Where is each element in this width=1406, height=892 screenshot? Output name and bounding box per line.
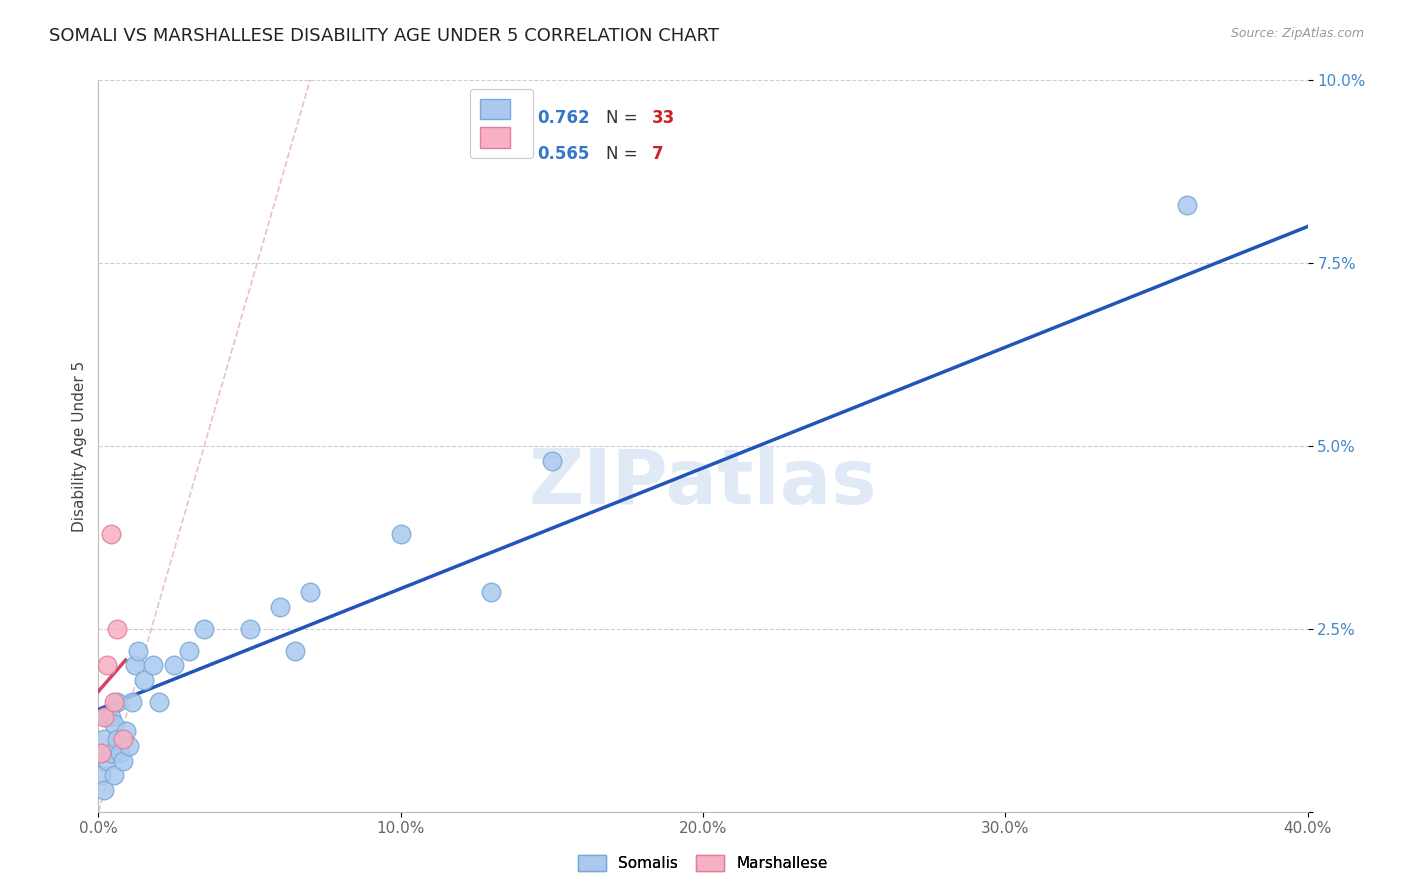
Text: 0.762: 0.762 — [537, 109, 591, 127]
Point — [105, 695, 128, 709]
Point — [481, 585, 503, 599]
Text: R =: R = — [492, 109, 527, 127]
Text: Source: ZipAtlas.com: Source: ZipAtlas.com — [1230, 27, 1364, 40]
Text: ZIPatlas: ZIPatlas — [529, 446, 877, 519]
Point — [121, 695, 143, 709]
Point — [540, 453, 562, 467]
Point — [100, 526, 122, 541]
Point — [269, 599, 291, 614]
Text: SOMALI VS MARSHALLESE DISABILITY AGE UNDER 5 CORRELATION CHART: SOMALI VS MARSHALLESE DISABILITY AGE UND… — [49, 27, 720, 45]
Point — [193, 622, 215, 636]
Point — [90, 768, 112, 782]
Point — [239, 622, 262, 636]
Point — [163, 658, 186, 673]
Point — [111, 731, 134, 746]
Point — [103, 717, 125, 731]
Point — [114, 724, 136, 739]
Point — [90, 746, 112, 760]
Point — [148, 695, 170, 709]
Point — [389, 526, 412, 541]
Point — [103, 768, 125, 782]
Text: N =: N = — [606, 109, 643, 127]
Point — [100, 709, 122, 723]
Point — [1175, 197, 1198, 211]
Point — [105, 622, 128, 636]
Y-axis label: Disability Age Under 5: Disability Age Under 5 — [72, 360, 87, 532]
Text: N =: N = — [606, 145, 643, 162]
Point — [142, 658, 165, 673]
Point — [124, 658, 146, 673]
Point — [108, 746, 131, 760]
Point — [111, 754, 134, 768]
Point — [105, 731, 128, 746]
Point — [96, 658, 118, 673]
Point — [93, 731, 115, 746]
Point — [179, 644, 201, 658]
Point — [132, 673, 155, 687]
Text: 7: 7 — [652, 145, 664, 162]
Point — [93, 709, 115, 723]
Point — [90, 746, 112, 760]
Point — [118, 739, 141, 753]
Text: 0.565: 0.565 — [537, 145, 589, 162]
Point — [127, 644, 149, 658]
Point — [96, 754, 118, 768]
Point — [100, 746, 122, 760]
Legend: Somalis, Marshallese: Somalis, Marshallese — [572, 849, 834, 877]
Point — [284, 644, 307, 658]
Text: 33: 33 — [652, 109, 675, 127]
Point — [103, 695, 125, 709]
Point — [299, 585, 322, 599]
Point — [96, 709, 118, 723]
Text: R =: R = — [492, 145, 527, 162]
Point — [93, 782, 115, 797]
